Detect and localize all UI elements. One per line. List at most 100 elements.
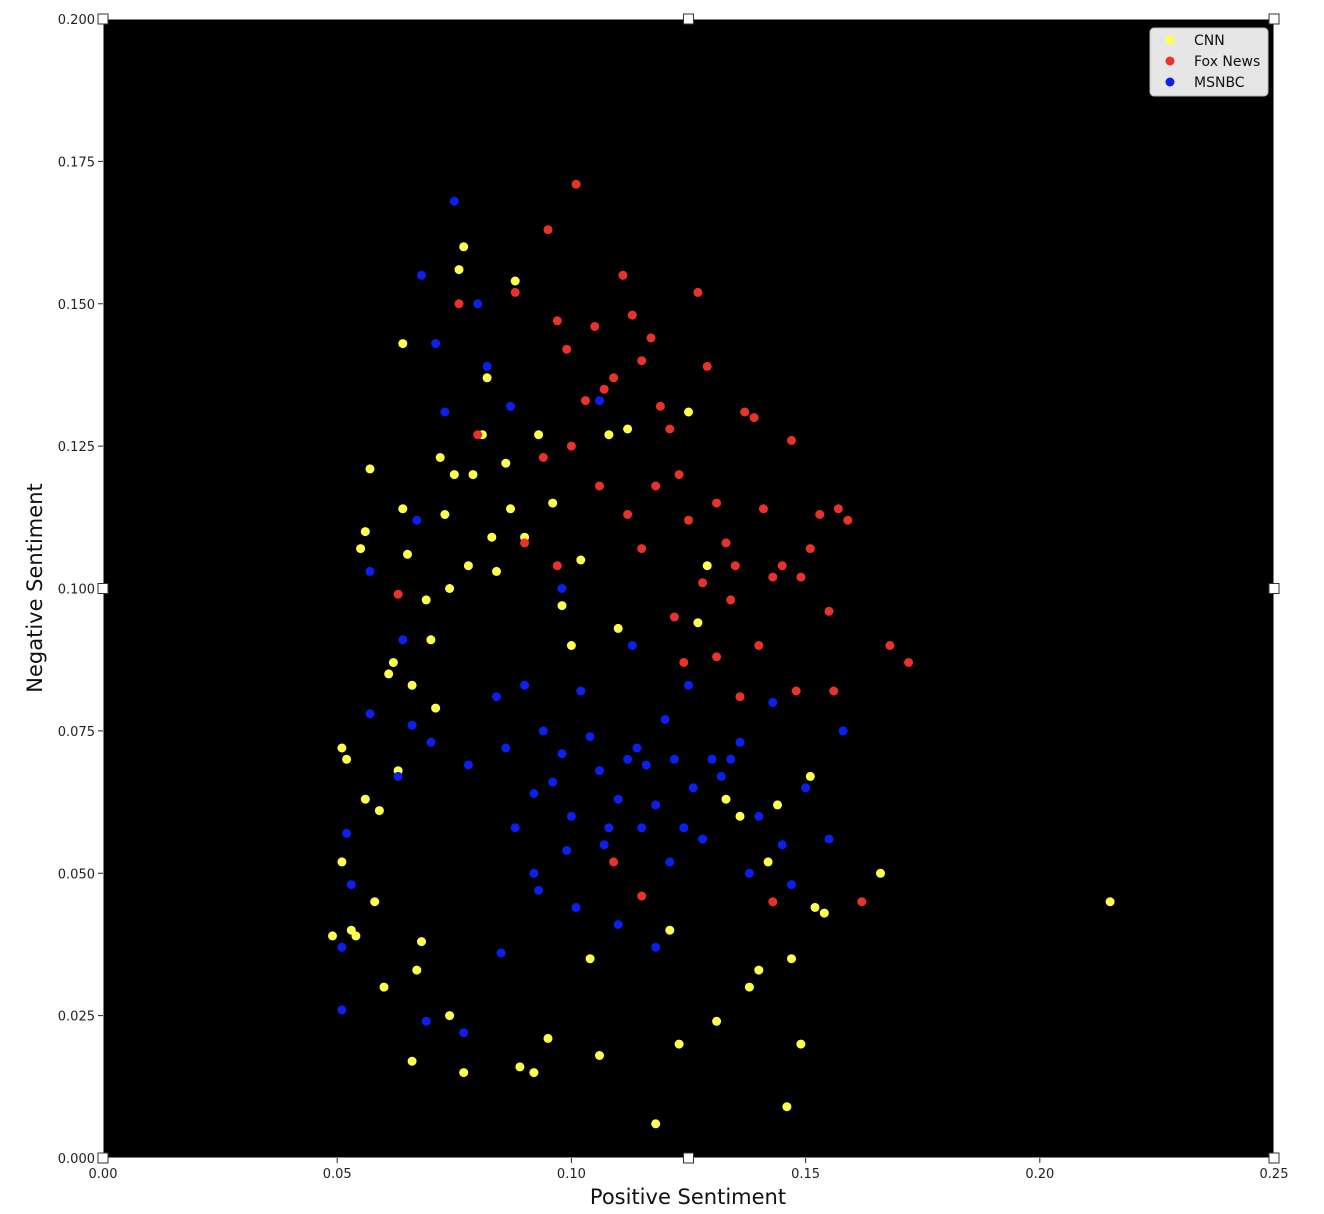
resize-handle[interactable] xyxy=(97,1152,109,1164)
data-point xyxy=(342,754,352,764)
data-point xyxy=(904,658,914,667)
data-point xyxy=(651,1119,661,1129)
data-point xyxy=(412,515,422,525)
data-point xyxy=(721,538,731,548)
data-point xyxy=(712,1016,722,1026)
data-point xyxy=(684,680,693,690)
resize-handle[interactable] xyxy=(1268,1152,1280,1164)
data-point xyxy=(431,339,441,349)
data-point xyxy=(646,333,656,343)
resize-handle[interactable] xyxy=(97,13,109,25)
data-point xyxy=(393,771,403,781)
data-point xyxy=(585,954,595,964)
series-fox-news xyxy=(393,179,914,907)
data-point xyxy=(693,287,703,297)
data-point xyxy=(735,692,745,702)
data-point xyxy=(417,937,426,947)
data-point xyxy=(538,726,548,736)
data-point xyxy=(426,737,436,747)
data-point xyxy=(454,265,464,275)
resize-handle[interactable] xyxy=(97,583,109,594)
data-point xyxy=(773,800,782,810)
data-point xyxy=(538,453,548,462)
data-point xyxy=(740,407,750,417)
data-point xyxy=(674,1039,684,1049)
legend-marker xyxy=(1165,56,1175,66)
data-point xyxy=(351,931,361,941)
y-tick-label: 0.200 xyxy=(58,13,95,28)
data-point xyxy=(576,555,586,565)
x-tick-label: 0.15 xyxy=(791,1167,820,1182)
y-tick-label: 0.125 xyxy=(58,440,95,455)
data-point xyxy=(618,270,628,280)
data-point xyxy=(669,612,679,622)
data-point xyxy=(1105,897,1115,907)
data-point xyxy=(810,902,820,912)
data-point xyxy=(440,407,450,417)
data-point xyxy=(356,544,366,554)
data-point xyxy=(581,396,590,406)
data-point xyxy=(595,481,604,491)
data-point xyxy=(754,641,764,650)
data-point xyxy=(665,424,675,434)
x-axis-label: Positive Sentiment xyxy=(590,1185,786,1209)
data-point xyxy=(398,339,408,349)
data-point xyxy=(566,641,576,650)
y-axis: 0.000 0.025 0.050 0.075 0.100 0.125 0.150 0.175… xyxy=(58,13,103,1167)
resize-handle[interactable] xyxy=(683,13,694,25)
data-point xyxy=(768,897,778,907)
y-tick-label: 0.175 xyxy=(58,155,95,170)
data-point xyxy=(534,430,544,440)
y-tick-label: 0.100 xyxy=(58,583,95,598)
data-point xyxy=(665,857,675,867)
data-point xyxy=(421,595,431,605)
data-point xyxy=(342,828,352,838)
resize-handle[interactable] xyxy=(683,1152,694,1164)
points-layer xyxy=(328,179,1115,1129)
data-point xyxy=(829,686,839,696)
data-point xyxy=(337,1005,347,1015)
selection-handles[interactable] xyxy=(97,13,1280,1164)
data-point xyxy=(449,470,459,480)
data-point xyxy=(365,566,375,576)
legend-marker xyxy=(1165,77,1175,87)
data-point xyxy=(698,834,708,844)
data-point xyxy=(595,396,604,406)
data-point xyxy=(824,606,834,616)
data-point xyxy=(417,270,426,280)
data-point xyxy=(679,658,689,667)
data-point xyxy=(712,498,722,508)
x-tick-label: 0.10 xyxy=(557,1167,586,1182)
data-point xyxy=(651,800,661,810)
data-point xyxy=(463,561,473,571)
data-point xyxy=(819,908,829,918)
data-point xyxy=(712,652,722,662)
data-point xyxy=(468,470,478,480)
data-point xyxy=(346,880,356,890)
y-tick-label: 0.150 xyxy=(58,298,95,313)
y-tick-label: 0.000 xyxy=(58,1152,95,1167)
data-point xyxy=(454,299,464,309)
data-point xyxy=(590,322,600,331)
data-point xyxy=(815,510,825,519)
legend-label: MSNBC xyxy=(1194,75,1245,91)
data-point xyxy=(482,373,492,383)
data-point xyxy=(571,179,581,189)
data-point xyxy=(566,441,576,451)
data-point xyxy=(637,356,647,366)
data-point xyxy=(627,641,637,650)
data-point xyxy=(506,401,515,411)
data-point xyxy=(407,680,417,690)
data-point xyxy=(684,515,693,525)
data-point xyxy=(693,618,703,628)
data-point xyxy=(787,435,796,445)
resize-handle[interactable] xyxy=(1268,583,1280,594)
data-point xyxy=(613,623,623,633)
data-point xyxy=(374,806,384,816)
data-point xyxy=(876,868,885,878)
data-point xyxy=(459,1028,469,1038)
data-point xyxy=(379,982,389,992)
resize-handle[interactable] xyxy=(1268,13,1280,25)
data-point xyxy=(698,578,708,588)
data-point xyxy=(749,413,759,423)
